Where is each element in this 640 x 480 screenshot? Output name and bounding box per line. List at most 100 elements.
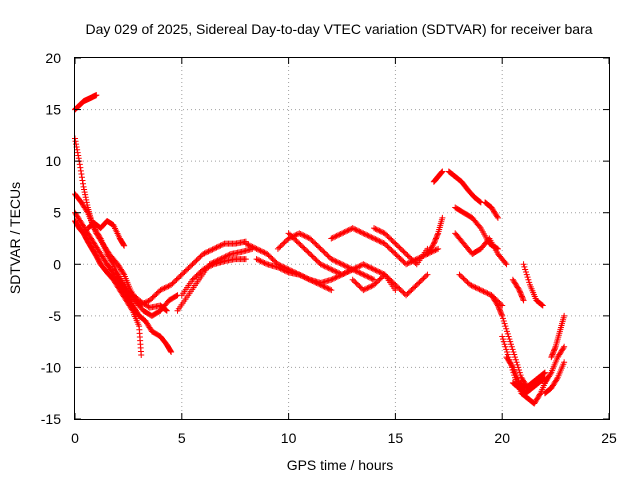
data-point: [404, 260, 411, 267]
data-point: [317, 261, 324, 268]
data-point: [142, 299, 149, 306]
data-point: [268, 254, 275, 261]
data-point: [250, 244, 257, 251]
data-point: [286, 231, 293, 238]
data-point: [516, 288, 523, 295]
data-point: [360, 287, 367, 294]
data-point: [334, 269, 341, 276]
data-point: [499, 333, 506, 340]
data-point: [396, 285, 403, 292]
data-point: [403, 250, 410, 257]
data-point: [293, 238, 300, 245]
plot-frame: [74, 57, 610, 420]
data-point: [302, 233, 309, 240]
data-point: [375, 278, 382, 285]
data-point: [500, 318, 507, 325]
data-point: [78, 174, 85, 181]
data-point: [473, 285, 480, 292]
data-point: [152, 292, 159, 299]
data-point: [412, 259, 419, 266]
data-point: [298, 272, 305, 279]
data-point: [355, 227, 362, 234]
data-point: [369, 234, 376, 241]
data-point: [192, 274, 199, 281]
series-arc23: [452, 230, 510, 268]
data-point: [548, 354, 555, 361]
data-point: [162, 284, 169, 291]
series-arc11: [178, 256, 249, 299]
data-point: [371, 235, 378, 242]
data-point: [209, 246, 216, 253]
data-point: [189, 261, 196, 268]
data-point: [149, 294, 156, 301]
data-point: [561, 359, 568, 366]
data-point: [504, 328, 511, 335]
data-point: [257, 247, 264, 254]
data-point: [363, 285, 370, 292]
y-tick-label: 10: [45, 153, 61, 169]
data-point: [347, 226, 354, 233]
data-point: [361, 261, 368, 268]
data-point: [165, 283, 172, 290]
data-point: [356, 263, 363, 270]
data-point: [302, 274, 309, 281]
data-point: [471, 283, 478, 290]
data-point: [121, 242, 128, 249]
data-point: [193, 272, 200, 279]
data-point: [81, 186, 88, 193]
data-point: [202, 249, 209, 256]
data-point: [416, 279, 423, 286]
data-point: [368, 283, 375, 290]
data-point: [77, 164, 84, 171]
data-point: [339, 261, 345, 268]
data-point: [109, 259, 116, 266]
data-point: [364, 263, 371, 270]
data-point: [321, 263, 328, 270]
data-point: [432, 235, 439, 242]
data-point: [508, 343, 515, 350]
data-point: [376, 269, 383, 276]
data-point: [197, 253, 204, 260]
data-point: [186, 263, 193, 270]
data-point: [357, 284, 364, 291]
data-point: [341, 270, 348, 277]
data-point: [463, 278, 470, 285]
data-point: [262, 260, 269, 267]
data-point: [280, 266, 287, 273]
data-point: [79, 177, 86, 184]
data-point: [475, 285, 482, 292]
x-tick-label: 10: [281, 430, 297, 446]
data-point: [193, 257, 200, 264]
data-point: [360, 261, 367, 268]
data-point: [548, 352, 555, 359]
data-point: [214, 243, 221, 250]
data-point: [246, 242, 253, 249]
data-point: [407, 288, 414, 295]
data-point: [206, 263, 213, 270]
data-point: [430, 240, 437, 247]
data-point: [372, 225, 379, 232]
data-point: [204, 249, 211, 256]
data-point: [516, 369, 523, 376]
data-point: [552, 345, 559, 352]
data-point: [403, 292, 410, 299]
y-tick-label: -10: [41, 359, 61, 375]
data-point: [345, 268, 352, 275]
data-point: [72, 138, 79, 145]
data-point: [408, 256, 415, 263]
data-point: [196, 254, 203, 261]
data-point: [304, 275, 311, 282]
data-point: [306, 235, 313, 242]
data-point: [515, 364, 522, 371]
data-point: [208, 262, 215, 269]
data-point: [550, 347, 557, 354]
data-point: [351, 278, 358, 285]
data-point: [391, 280, 398, 287]
series-arc30: [509, 374, 548, 397]
series-arc17: [349, 271, 431, 299]
data-point: [343, 228, 350, 235]
data-point: [154, 289, 161, 296]
data-point: [512, 356, 519, 363]
data-point: [351, 225, 358, 232]
data-point: [368, 265, 375, 272]
